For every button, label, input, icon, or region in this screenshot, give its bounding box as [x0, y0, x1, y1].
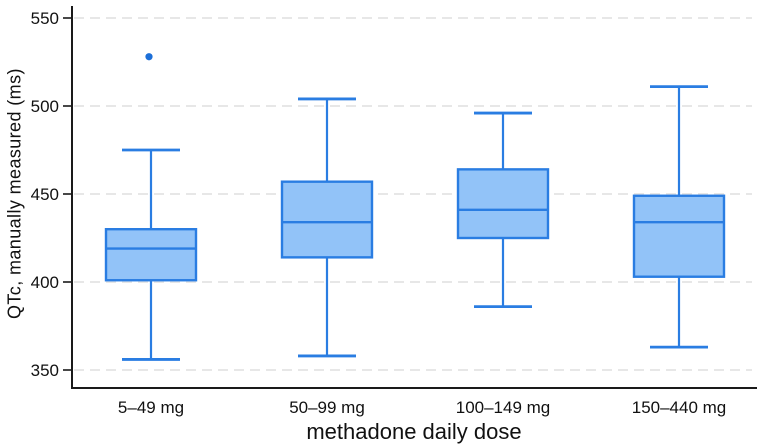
x-axis-title: methadone daily dose — [306, 419, 522, 444]
y-tick-label-450: 450 — [31, 185, 59, 204]
boxplot-group-2 — [456, 111, 550, 309]
boxplot-group-0 — [104, 53, 198, 361]
y-tick-label-500: 500 — [31, 97, 59, 116]
iqr-box — [280, 180, 374, 259]
x-category-label-3: 150–440 mg — [632, 398, 727, 417]
x-category-label-1: 50–99 mg — [289, 398, 365, 417]
boxplot-group-3 — [632, 85, 726, 349]
iqr-box — [456, 168, 550, 240]
y-axis-title: QTc, manually measured (ms) — [4, 68, 25, 320]
x-category-label-0: 5–49 mg — [118, 398, 184, 417]
y-tick-label-400: 400 — [31, 273, 59, 292]
x-category-label-2: 100–149 mg — [456, 398, 551, 417]
outlier-point — [145, 53, 153, 61]
y-tick-label-550: 550 — [31, 9, 59, 28]
boxplot-group-1 — [280, 97, 374, 358]
y-tick-label-350: 350 — [31, 361, 59, 380]
iqr-box — [632, 194, 726, 278]
iqr-box — [104, 227, 198, 282]
